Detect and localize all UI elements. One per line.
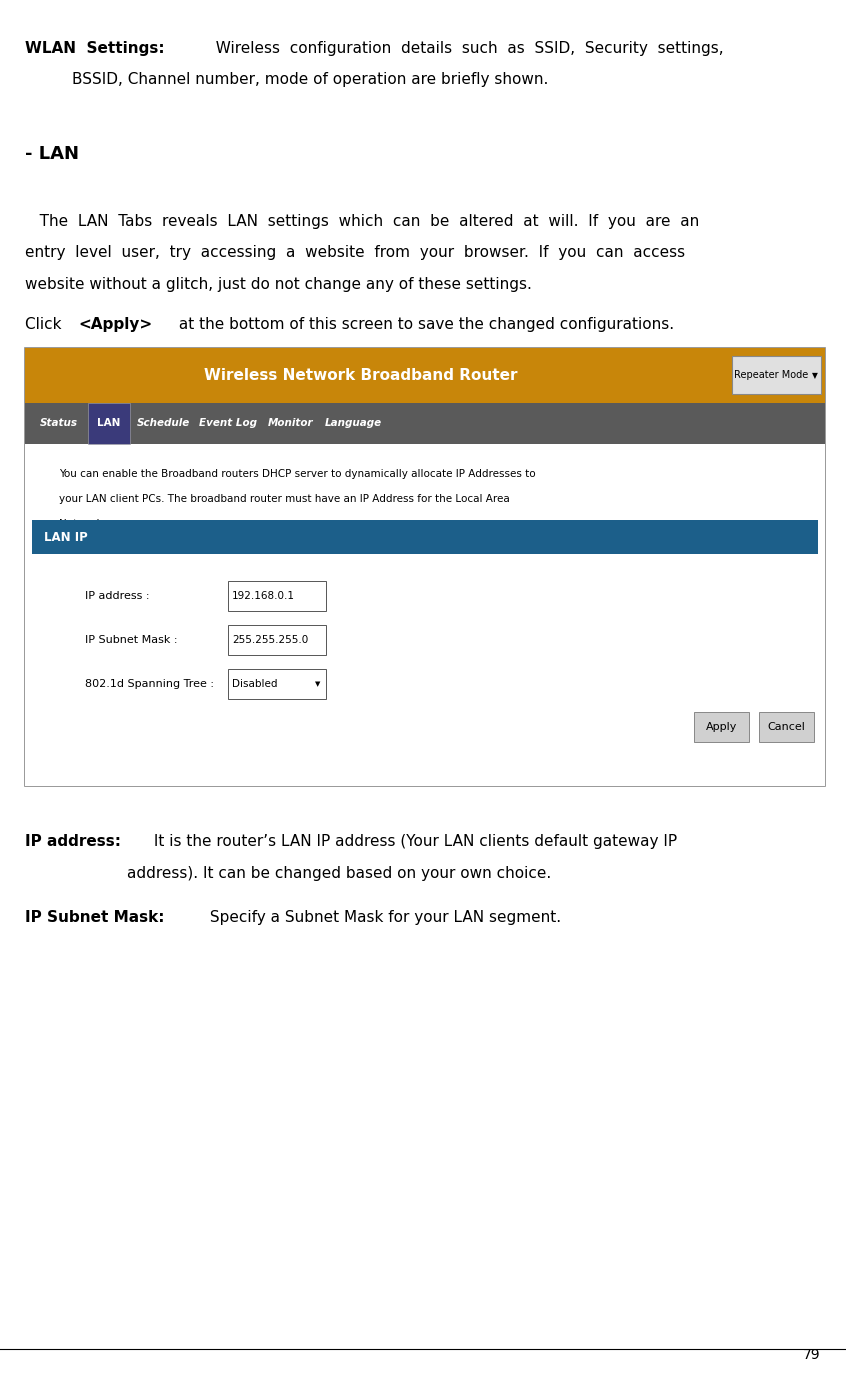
Text: Status: Status bbox=[41, 418, 78, 429]
Text: WLAN  Settings:: WLAN Settings: bbox=[25, 41, 165, 57]
Text: IP Subnet Mask :: IP Subnet Mask : bbox=[85, 634, 177, 645]
Text: <Apply>: <Apply> bbox=[79, 317, 153, 332]
Bar bbox=[25, 348, 825, 403]
Text: at the bottom of this screen to save the changed configurations.: at the bottom of this screen to save the… bbox=[174, 317, 674, 332]
Text: The  LAN  Tabs  reveals  LAN  settings  which  can  be  altered  at  will.  If  : The LAN Tabs reveals LAN settings which … bbox=[25, 214, 700, 229]
Text: Language: Language bbox=[325, 418, 382, 429]
Bar bbox=[228, 669, 326, 699]
Text: Apply: Apply bbox=[706, 721, 737, 732]
Text: entry  level  user,  try  accessing  a  website  from  your  browser.  If  you  : entry level user, try accessing a websit… bbox=[25, 245, 685, 261]
Text: Schedule: Schedule bbox=[137, 418, 190, 429]
Bar bbox=[32, 520, 818, 554]
Text: 79: 79 bbox=[803, 1349, 821, 1362]
Text: 255.255.255.0: 255.255.255.0 bbox=[232, 634, 308, 645]
Bar bbox=[88, 403, 130, 444]
Text: Disabled: Disabled bbox=[232, 678, 277, 690]
Text: 802.1d Spanning Tree :: 802.1d Spanning Tree : bbox=[85, 678, 213, 690]
Text: IP address:: IP address: bbox=[25, 834, 121, 849]
Text: Click: Click bbox=[25, 317, 67, 332]
Text: Cancel: Cancel bbox=[767, 721, 805, 732]
Text: - LAN: - LAN bbox=[25, 145, 80, 163]
Text: ▼: ▼ bbox=[812, 371, 817, 379]
Text: It is the router’s LAN IP address (Your LAN clients default gateway IP: It is the router’s LAN IP address (Your … bbox=[149, 834, 678, 849]
Text: your LAN client PCs. The broadband router must have an IP Address for the Local : your LAN client PCs. The broadband route… bbox=[59, 494, 510, 503]
Text: Repeater Mode: Repeater Mode bbox=[733, 370, 808, 381]
Bar bbox=[25, 403, 825, 444]
Text: Wireless  configuration  details  such  as  SSID,  Security  settings,: Wireless configuration details such as S… bbox=[206, 41, 723, 57]
Text: You can enable the Broadband routers DHCP server to dynamically allocate IP Addr: You can enable the Broadband routers DHC… bbox=[59, 469, 536, 479]
Bar bbox=[732, 356, 821, 394]
Text: Event Log: Event Log bbox=[200, 418, 257, 429]
Text: IP Subnet Mask:: IP Subnet Mask: bbox=[25, 910, 165, 925]
Text: website without a glitch, just do not change any of these settings.: website without a glitch, just do not ch… bbox=[25, 277, 532, 292]
Text: BSSID, Channel number, mode of operation are briefly shown.: BSSID, Channel number, mode of operation… bbox=[72, 72, 548, 87]
Text: 192.168.0.1: 192.168.0.1 bbox=[232, 590, 294, 601]
Text: Monitor: Monitor bbox=[268, 418, 313, 429]
Text: Network.: Network. bbox=[59, 519, 107, 528]
Text: LAN IP: LAN IP bbox=[44, 531, 88, 543]
Bar bbox=[759, 712, 814, 742]
Bar bbox=[25, 444, 825, 786]
Text: address). It can be changed based on your own choice.: address). It can be changed based on you… bbox=[127, 866, 551, 881]
Bar bbox=[694, 712, 749, 742]
Bar bbox=[25, 348, 825, 786]
Text: IP address :: IP address : bbox=[85, 590, 149, 601]
Text: LAN: LAN bbox=[97, 418, 121, 429]
Bar bbox=[228, 625, 326, 655]
Text: ▼: ▼ bbox=[316, 681, 321, 687]
Bar bbox=[228, 581, 326, 611]
Text: Specify a Subnet Mask for your LAN segment.: Specify a Subnet Mask for your LAN segme… bbox=[206, 910, 562, 925]
Text: Wireless Network Broadband Router: Wireless Network Broadband Router bbox=[205, 368, 518, 382]
